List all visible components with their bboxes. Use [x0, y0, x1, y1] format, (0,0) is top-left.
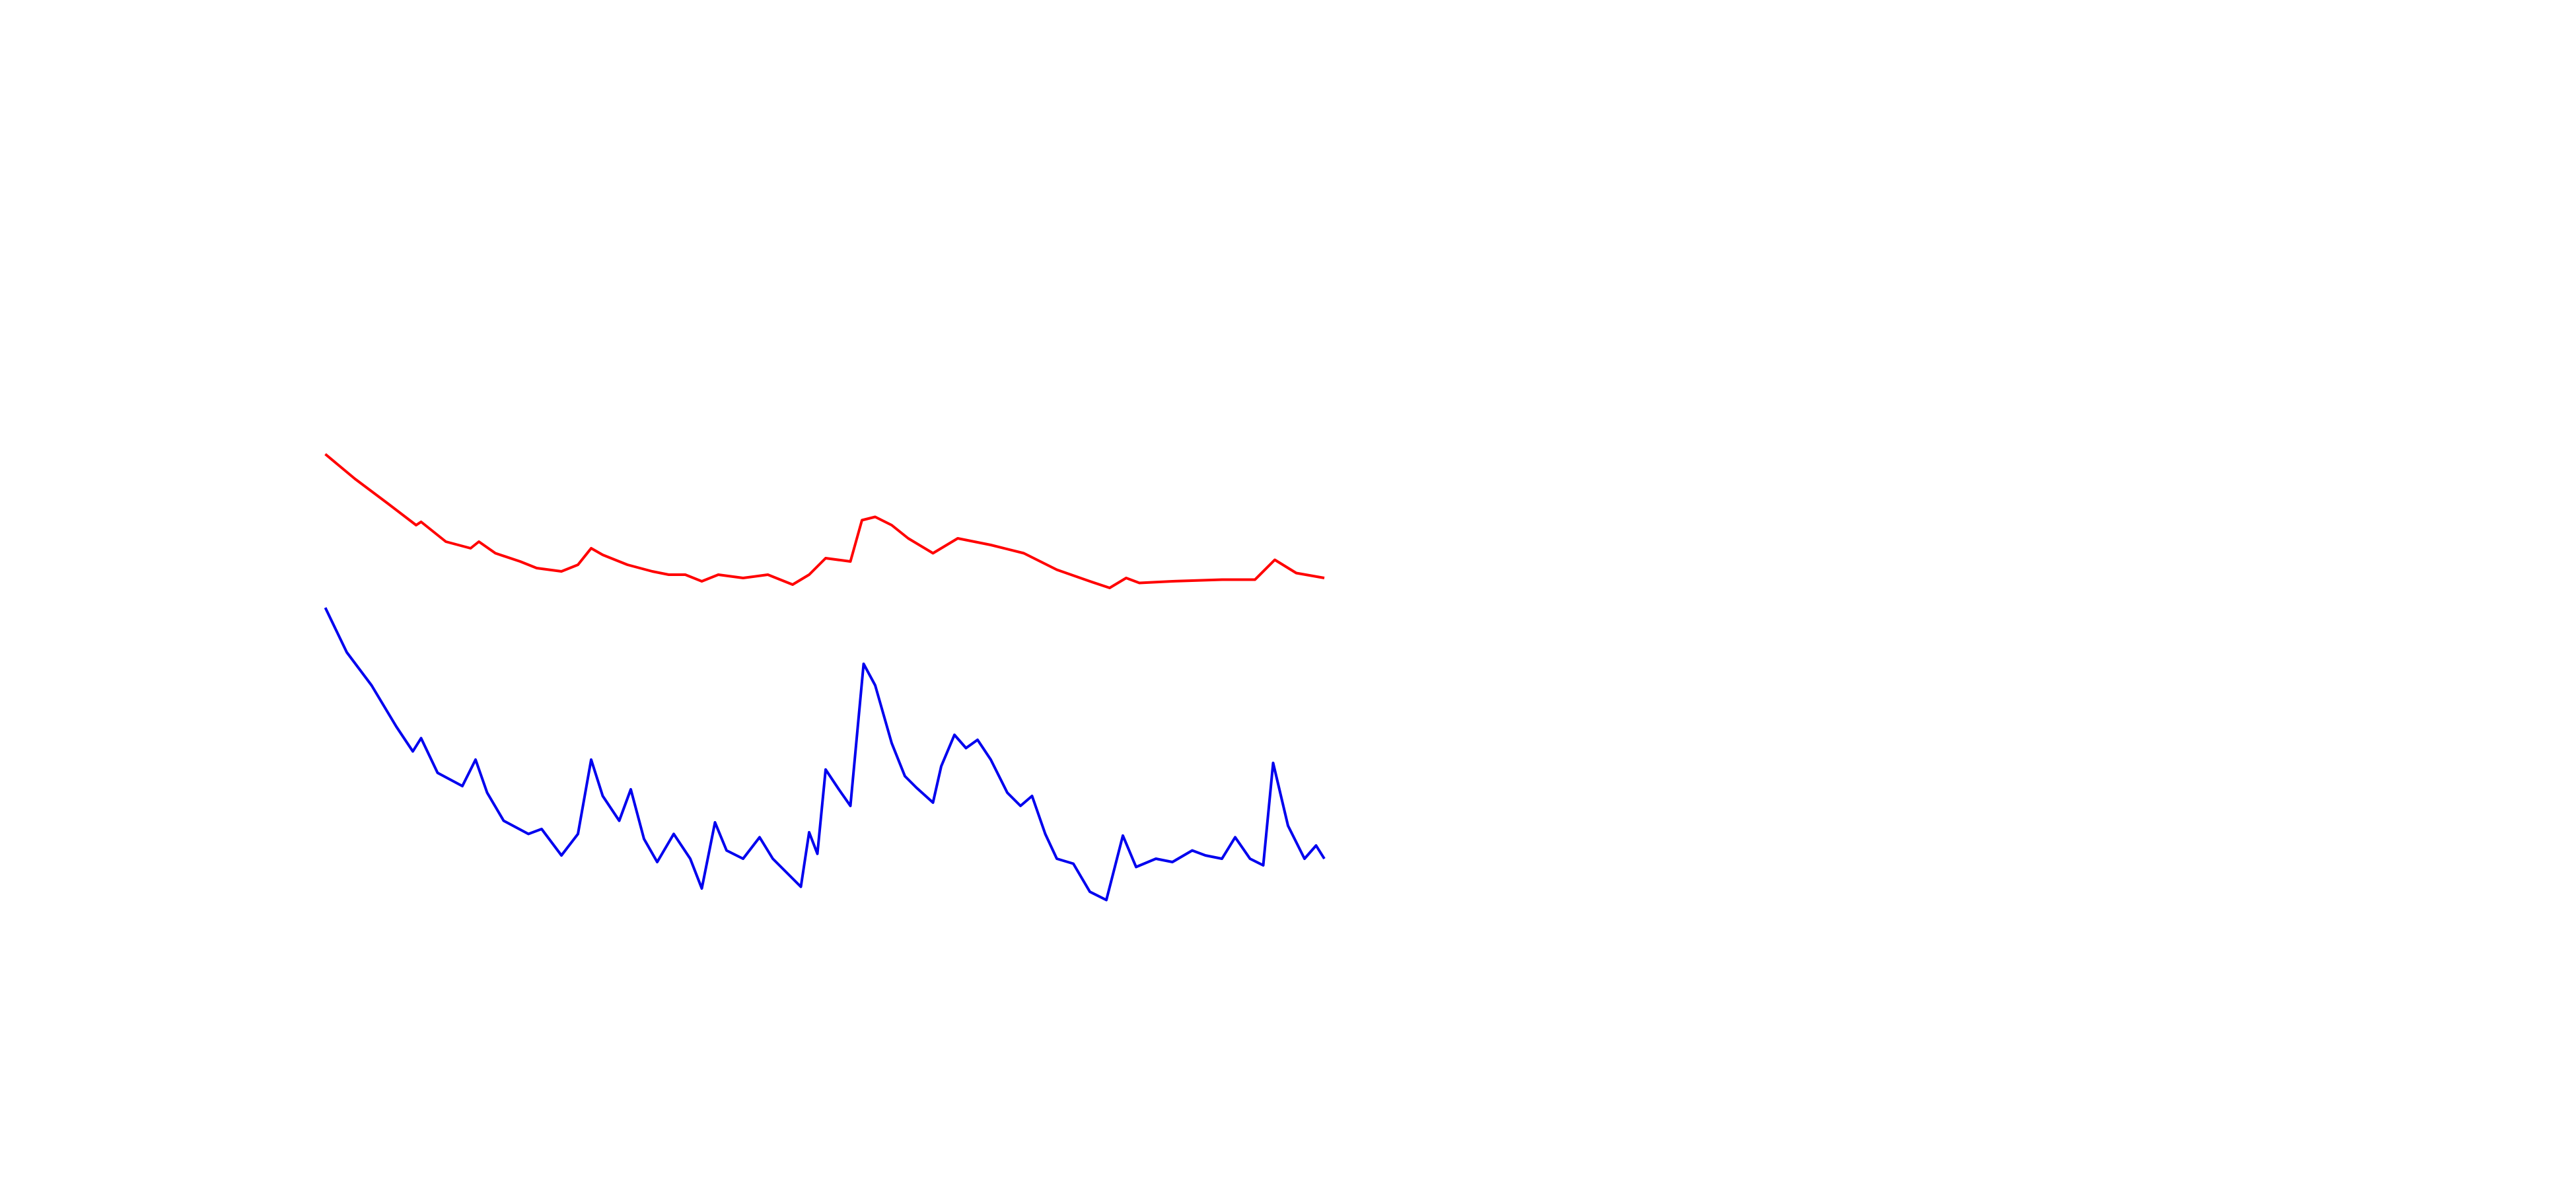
- line-series: [324, 452, 1325, 589]
- line-series: [324, 607, 1326, 902]
